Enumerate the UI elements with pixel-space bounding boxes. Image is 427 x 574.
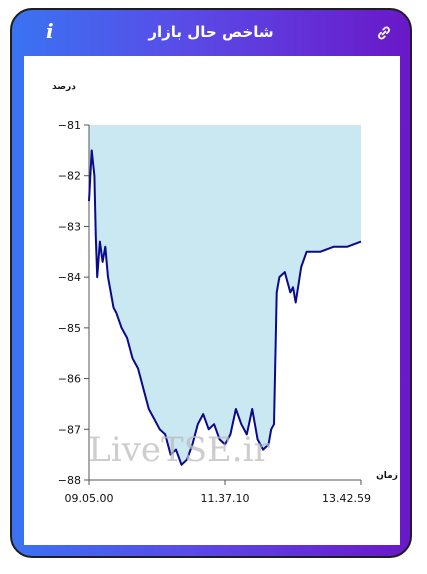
y-tick-label: −88	[58, 474, 81, 487]
y-tick-label: −81	[58, 119, 81, 132]
line-layer	[88, 149, 362, 466]
y-tick-label: −85	[58, 322, 81, 335]
link-icon[interactable]	[376, 25, 392, 41]
y-tick-label: −84	[58, 271, 81, 284]
x-axis-title: زمان	[376, 471, 398, 481]
series-line	[88, 149, 362, 466]
x-tick-label: 09.05.00	[65, 492, 114, 505]
y-tick-label: −82	[58, 170, 81, 183]
y-tick-label: −86	[58, 373, 81, 386]
x-tick-label: 13.42.59	[322, 492, 371, 505]
y-tick-label: −87	[58, 423, 81, 436]
card-header: i شاخص حال بازار	[12, 10, 410, 56]
watermark-text: LiveTSE.ir	[88, 430, 270, 470]
chart-panel: درصد زمان −81 −82 −83 −84 −85 −86 −87 −88 09.05.…	[24, 56, 400, 545]
market-index-card: i شاخص حال بازار درصد زمان −81 −82 −83 −84−…	[10, 8, 412, 558]
y-axis-title: درصد	[52, 82, 76, 92]
area-layer	[89, 125, 361, 465]
x-tick-label: 11.37.10	[201, 492, 250, 505]
market-index-chart: درصد زمان −81 −82 −83 −84 −85 −86 −87 −88 09.05.…	[52, 82, 398, 505]
card-title: شاخص حال بازار	[148, 23, 274, 41]
axis-layer: −81 −82 −83 −84 −85 −86 −87 −88 09.05.00 11.37.10…	[58, 119, 371, 505]
info-icon[interactable]: i	[46, 19, 54, 43]
area-fill	[89, 125, 361, 465]
y-tick-label: −83	[58, 220, 81, 233]
